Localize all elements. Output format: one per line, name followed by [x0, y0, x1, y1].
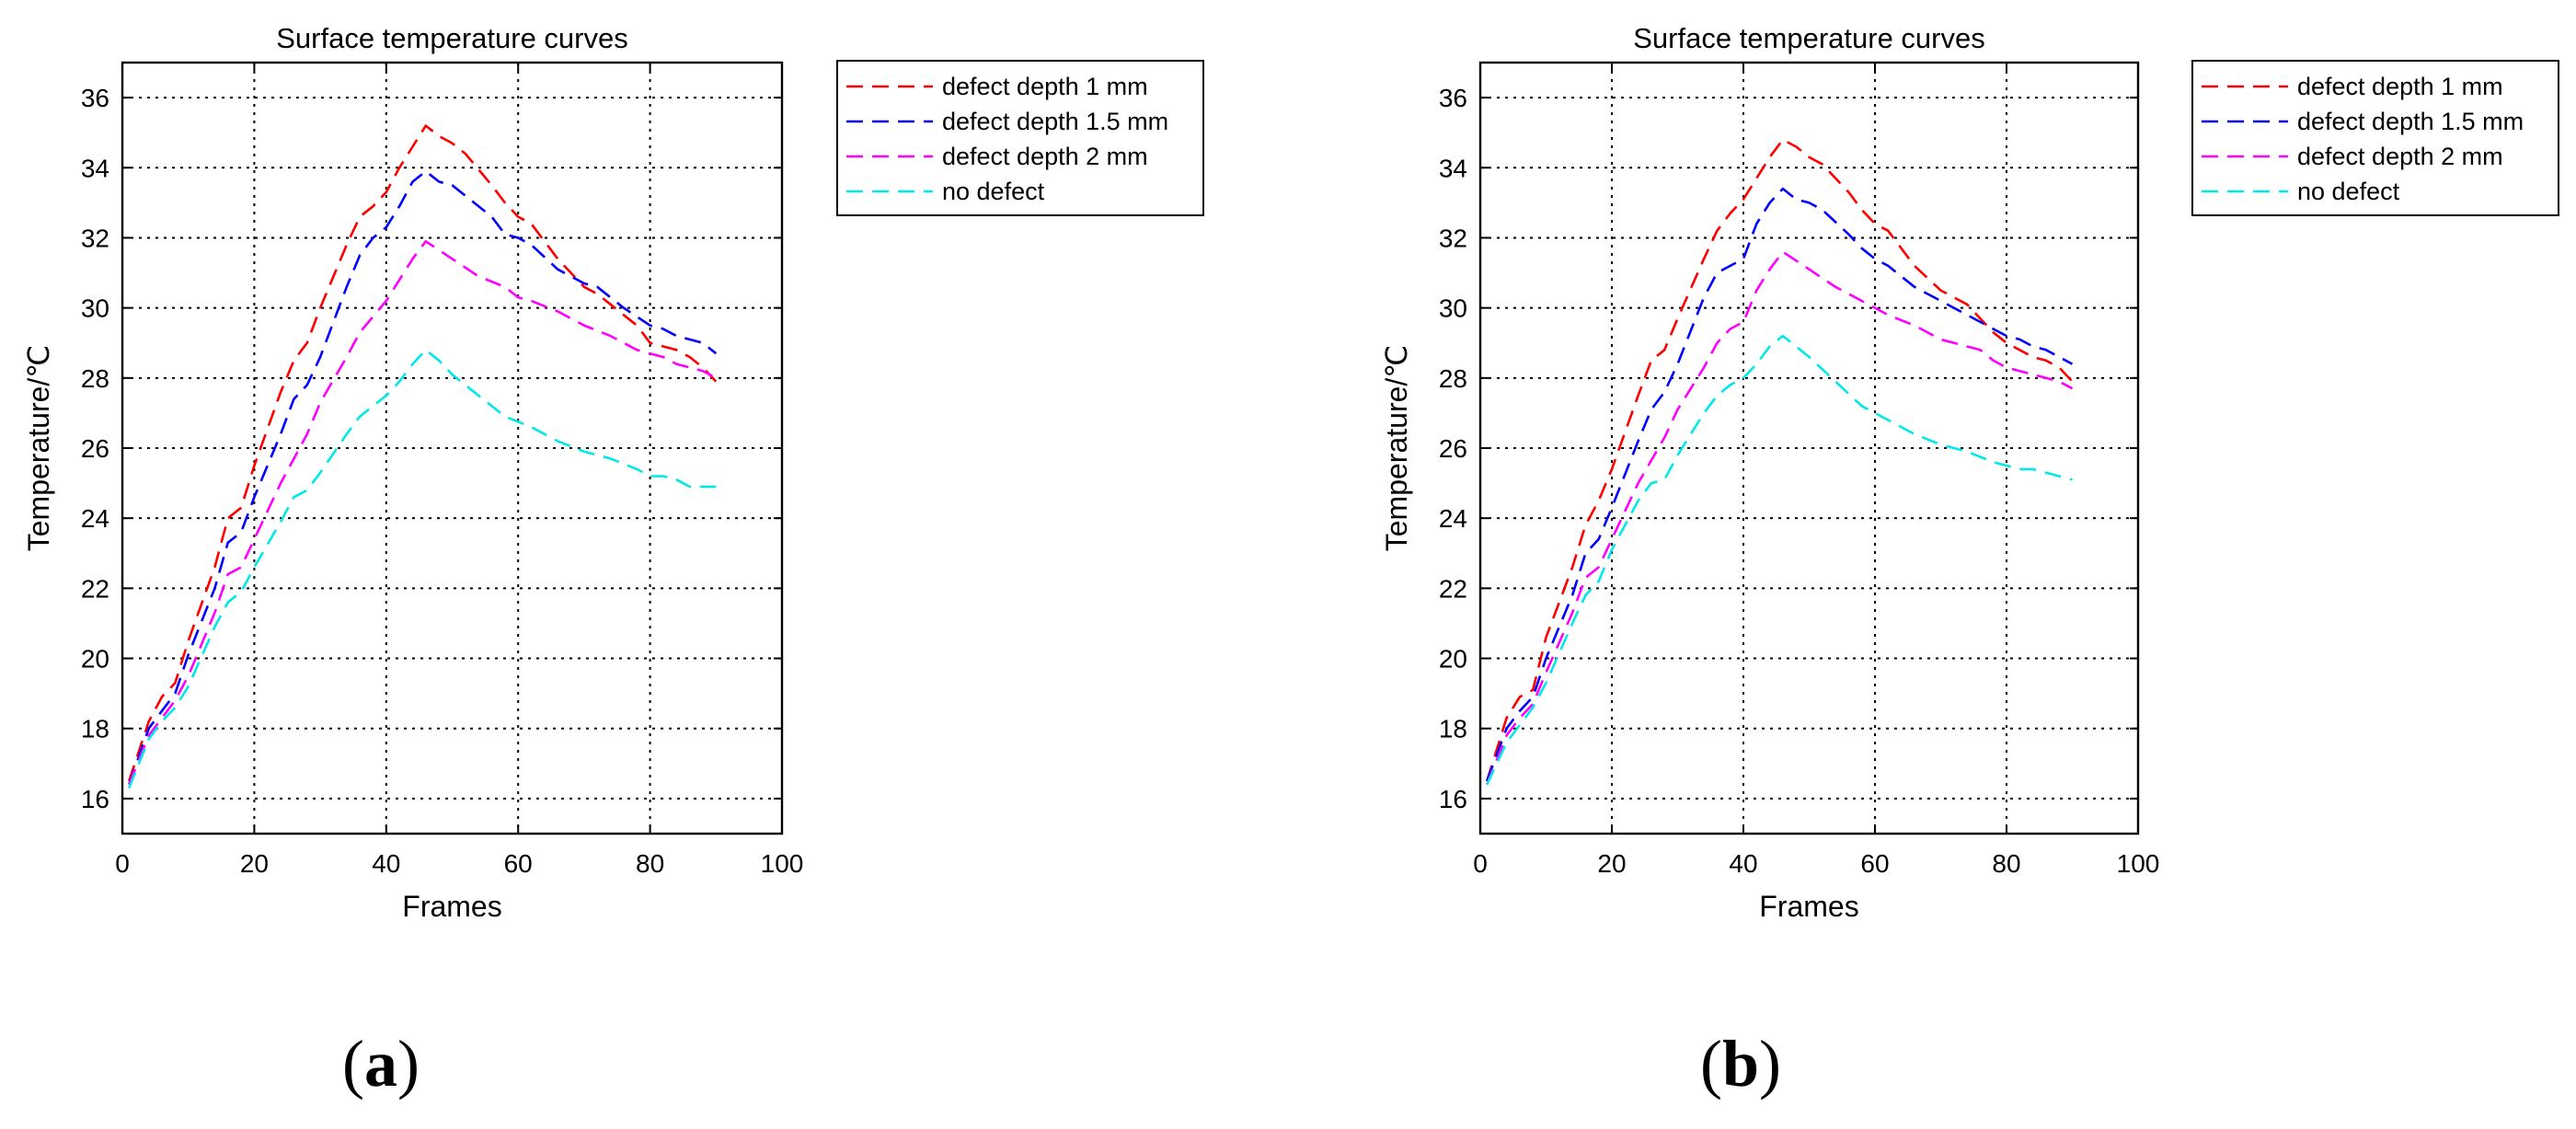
panel-a-x-tick-label: 100 [761, 849, 804, 878]
panel-a-x-tick-label: 20 [240, 849, 269, 878]
panel-b-y-tick-label: 18 [1439, 715, 1467, 743]
panel-a-y-tick-label: 28 [81, 364, 109, 393]
panel-a-subfigure-label: (a) [342, 1027, 420, 1100]
panel-a-series-line-4 [127, 348, 717, 789]
panel-a-y-tick-label: 18 [81, 715, 109, 743]
panel-b-legend-entry-4: no defect [2297, 178, 2400, 205]
panel-b-y-tick-label: 30 [1439, 294, 1467, 323]
panel-a-x-tick-label: 80 [636, 849, 664, 878]
panel-a-y-tick-label: 24 [81, 504, 109, 533]
panel-b-legend: defect depth 1 mm defect depth 1.5 mm defe… [2191, 60, 2559, 216]
panel-a-legend-entry-3: defect depth 2 mm [942, 143, 1148, 170]
panel-b-series-line-1 [1485, 138, 2074, 782]
panel-a-x-tick-label: 40 [372, 849, 400, 878]
panel-a-y-tick-label: 34 [81, 154, 109, 182]
panel-a-subfigure-close-paren: ) [397, 1027, 420, 1100]
panel-b-subfigure-letter: b [1722, 1027, 1759, 1100]
panel-b-y-tick-label: 22 [1439, 574, 1467, 603]
panel-a-series-line-2 [127, 169, 718, 786]
panel-b-chart: 0 20 40 60 80 100 16 18 20 22 24 26 28 30 32 34 36 Surfac… [1380, 22, 2559, 1100]
panel-a-x-axis-label: Frames [402, 890, 501, 923]
panel-b-legend-entry-3: defect depth 2 mm [2297, 143, 2503, 170]
panel-a-y-tick-label: 26 [81, 434, 109, 463]
panel-b-y-tick-label: 36 [1439, 84, 1467, 112]
panel-a-legend-entry-2: defect depth 1.5 mm [942, 108, 1168, 135]
panel-a-x-tick-label: 0 [115, 849, 130, 878]
panel-a-y-tick-label: 36 [81, 84, 109, 112]
panel-b-x-tick-label: 80 [1992, 849, 2020, 878]
panel-b-x-tick-label: 0 [1473, 849, 1488, 878]
panel-a-x-tick-label: 60 [504, 849, 533, 878]
panel-a-chart: 0 20 40 60 80 100 16 18 20 22 24 26 28 30 32 34 36 Surfac… [22, 22, 1204, 1100]
panel-a-series-line-1 [127, 124, 718, 782]
panel-b-y-tick-label: 34 [1439, 154, 1467, 182]
panel-a-plot-area [122, 63, 782, 834]
panel-b-chart-title: Surface temperature curves [1633, 22, 1985, 54]
panel-b-legend-entry-1: defect depth 1 mm [2297, 73, 2503, 100]
panel-b-subfigure-open-paren: ( [1700, 1027, 1722, 1100]
panel-b-subfigure-close-paren: ) [1759, 1027, 1781, 1100]
panel-b-y-tick-label: 16 [1439, 785, 1467, 813]
panel-a-legend: defect depth 1 mm defect depth 1.5 mm defe… [836, 60, 1204, 216]
panel-b-y-tick-label: 28 [1439, 364, 1467, 393]
panel-a-legend-entry-4: no defect [942, 178, 1045, 205]
panel-b-x-tick-label: 100 [2117, 849, 2160, 878]
panel-a-y-tick-label: 32 [81, 224, 109, 252]
panel-b-y-axis-label: Temperature/℃ [1380, 345, 1413, 551]
panel-a-subfigure-open-paren: ( [342, 1027, 364, 1100]
panel-b-series-line-4 [1486, 334, 2073, 786]
panel-a-y-tick-label: 20 [81, 645, 109, 674]
panel-a-y-axis-label: Temperature/℃ [22, 345, 55, 551]
panel-b-y-tick-label: 32 [1439, 224, 1467, 252]
panel-a-y-tick-label: 30 [81, 294, 109, 323]
panel-a-subfigure-letter: a [364, 1027, 397, 1100]
panel-b-series-line-3 [1485, 250, 2074, 786]
panel-a-legend-entry-1: defect depth 1 mm [942, 73, 1148, 100]
panel-b-x-tick-label: 20 [1597, 849, 1626, 878]
panel-b-x-axis-label: Frames [1759, 890, 1858, 923]
panel-b-y-tick-label: 24 [1439, 504, 1467, 533]
panel-b-x-tick-label: 60 [1860, 849, 1889, 878]
panel-b-plot-area [1480, 63, 2138, 834]
panel-a-series-line-3 [127, 239, 717, 786]
panel-a-chart-title: Surface temperature curves [276, 22, 628, 54]
panel-a-y-tick-label: 16 [81, 785, 109, 813]
panel-b-y-tick-label: 20 [1439, 645, 1467, 674]
panel-a-y-tick-label: 22 [81, 574, 109, 603]
panel-b-y-tick-label: 26 [1439, 434, 1467, 463]
panel-b-x-tick-label: 40 [1729, 849, 1757, 878]
panel-b-legend-entry-2: defect depth 1.5 mm [2297, 108, 2524, 135]
panel-b-series-line-2 [1485, 187, 2074, 782]
panel-b-subfigure-label: (b) [1700, 1027, 1781, 1100]
